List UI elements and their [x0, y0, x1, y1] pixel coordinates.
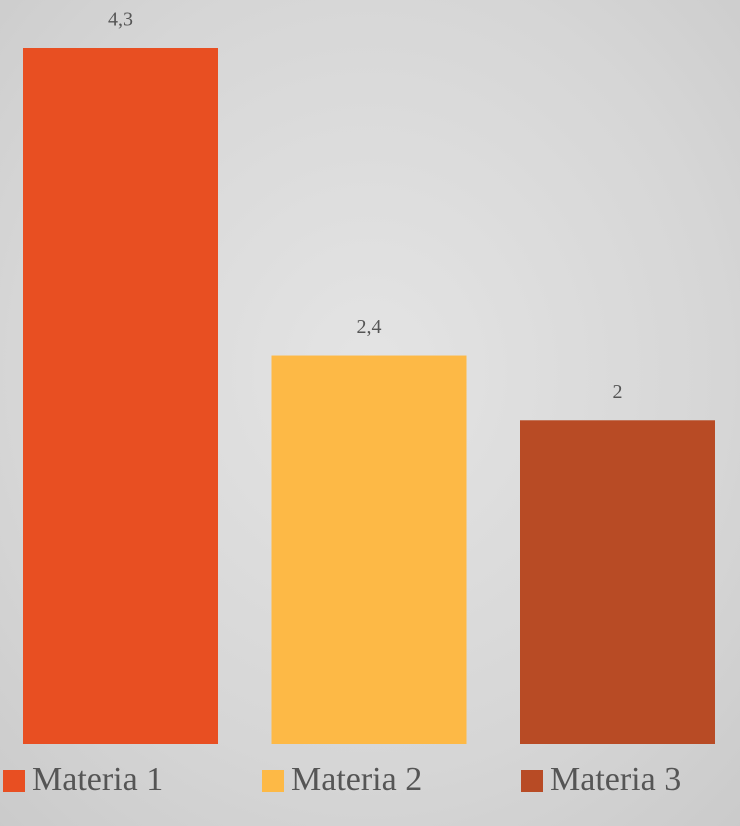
legend-swatch	[521, 770, 543, 792]
legend-swatch	[3, 770, 25, 792]
data-label: 4,3	[108, 9, 133, 31]
legend-label: Materia 1	[32, 761, 163, 798]
data-label: 2	[613, 381, 623, 403]
bar	[520, 420, 715, 744]
legend-swatch	[262, 770, 284, 792]
data-label: 2,4	[357, 316, 382, 338]
plot-area: 4,3 2,4 2	[23, 9, 715, 744]
bar	[271, 355, 467, 744]
legend: Materia 1 Materia 2 Materia 3	[3, 761, 681, 798]
bar	[23, 48, 218, 744]
legend-label: Materia 2	[291, 761, 422, 798]
legend-label: Materia 3	[550, 761, 681, 798]
